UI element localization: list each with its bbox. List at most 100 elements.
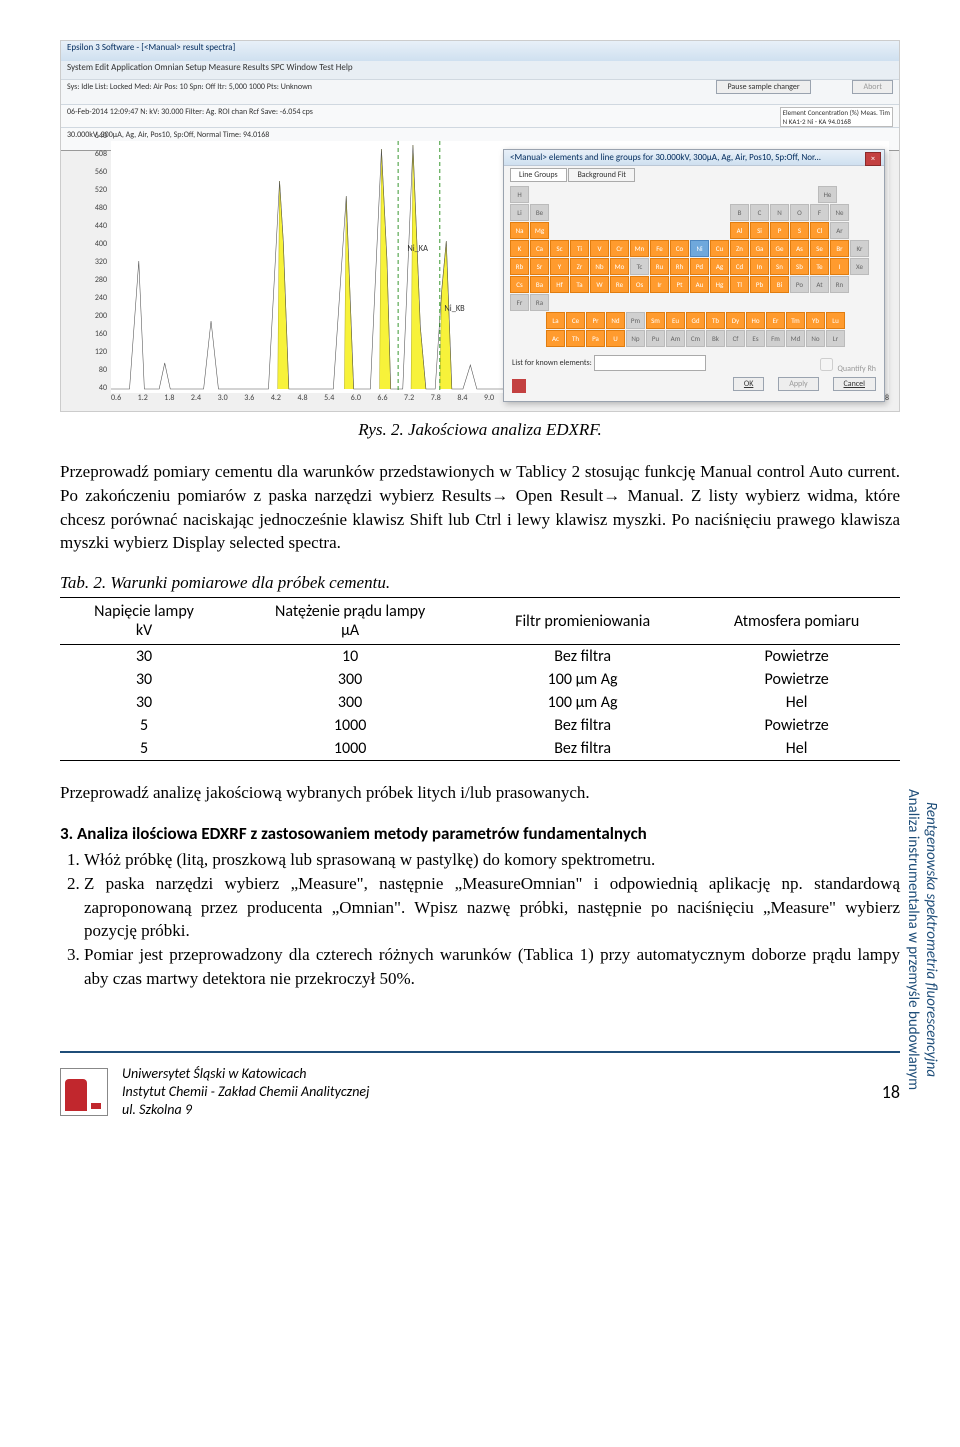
element-Xe[interactable]: Xe xyxy=(850,258,869,275)
element-W[interactable]: W xyxy=(590,276,609,293)
element-C[interactable]: C xyxy=(750,204,769,221)
element-Kr[interactable]: Kr xyxy=(850,240,869,257)
element-Ni[interactable]: Ni xyxy=(690,240,709,257)
element-F[interactable]: F xyxy=(810,204,829,221)
element-He[interactable]: He xyxy=(818,186,837,203)
element-Tb[interactable]: Tb xyxy=(706,312,725,329)
element-Co[interactable]: Co xyxy=(670,240,689,257)
element-Lr[interactable]: Lr xyxy=(826,330,845,347)
element-Md[interactable]: Md xyxy=(786,330,805,347)
element-Mo[interactable]: Mo xyxy=(610,258,629,275)
element-Pa[interactable]: Pa xyxy=(586,330,605,347)
element-Eu[interactable]: Eu xyxy=(666,312,685,329)
element-Ba[interactable]: Ba xyxy=(530,276,549,293)
element-Ar[interactable]: Ar xyxy=(830,222,849,239)
element-Ge[interactable]: Ge xyxy=(770,240,789,257)
element-Sb[interactable]: Sb xyxy=(790,258,809,275)
element-S[interactable]: S xyxy=(790,222,809,239)
element-Al[interactable]: Al xyxy=(730,222,749,239)
element-Cd[interactable]: Cd xyxy=(730,258,749,275)
element-Re[interactable]: Re xyxy=(610,276,629,293)
element-Yb[interactable]: Yb xyxy=(806,312,825,329)
element-No[interactable]: No xyxy=(806,330,825,347)
tab-line-groups[interactable]: Line Groups xyxy=(510,168,567,182)
element-O[interactable]: O xyxy=(790,204,809,221)
element-Rb[interactable]: Rb xyxy=(510,258,529,275)
element-Ti[interactable]: Ti xyxy=(570,240,589,257)
element-Rh[interactable]: Rh xyxy=(670,258,689,275)
element-Ta[interactable]: Ta xyxy=(570,276,589,293)
element-Se[interactable]: Se xyxy=(810,240,829,257)
element-Ac[interactable]: Ac xyxy=(546,330,565,347)
element-Cr[interactable]: Cr xyxy=(610,240,629,257)
element-Ce[interactable]: Ce xyxy=(566,312,585,329)
element-U[interactable]: U xyxy=(606,330,625,347)
element-Er[interactable]: Er xyxy=(766,312,785,329)
element-Ru[interactable]: Ru xyxy=(650,258,669,275)
element-Cf[interactable]: Cf xyxy=(726,330,745,347)
element-K[interactable]: K xyxy=(510,240,529,257)
element-Cu[interactable]: Cu xyxy=(710,240,729,257)
element-Ne[interactable]: Ne xyxy=(830,204,849,221)
close-icon[interactable]: × xyxy=(865,152,881,166)
element-Cs[interactable]: Cs xyxy=(510,276,529,293)
element-Gd[interactable]: Gd xyxy=(686,312,705,329)
element-I[interactable]: I xyxy=(830,258,849,275)
element-Hg[interactable]: Hg xyxy=(710,276,729,293)
pause-button[interactable]: Pause sample changer xyxy=(716,80,810,94)
element-V[interactable]: V xyxy=(590,240,609,257)
element-Na[interactable]: Na xyxy=(510,222,529,239)
element-P[interactable]: P xyxy=(770,222,789,239)
cancel-button[interactable]: Cancel xyxy=(833,377,877,391)
element-Y[interactable]: Y xyxy=(550,258,569,275)
element-Zn[interactable]: Zn xyxy=(730,240,749,257)
element-Pd[interactable]: Pd xyxy=(690,258,709,275)
abort-button[interactable]: Abort xyxy=(852,80,893,94)
element-Mn[interactable]: Mn xyxy=(630,240,649,257)
element-Sm[interactable]: Sm xyxy=(646,312,665,329)
element-Cl[interactable]: Cl xyxy=(810,222,829,239)
ok-button[interactable]: OK xyxy=(733,377,764,391)
element-Ra[interactable]: Ra xyxy=(530,294,549,311)
element-Si[interactable]: Si xyxy=(750,222,769,239)
element-Fm[interactable]: Fm xyxy=(766,330,785,347)
element-Es[interactable]: Es xyxy=(746,330,765,347)
element-Pb[interactable]: Pb xyxy=(750,276,769,293)
element-Rn[interactable]: Rn xyxy=(830,276,849,293)
element-Pm[interactable]: Pm xyxy=(626,312,645,329)
element-Sr[interactable]: Sr xyxy=(530,258,549,275)
element-Au[interactable]: Au xyxy=(690,276,709,293)
element-Po[interactable]: Po xyxy=(790,276,809,293)
element-Cm[interactable]: Cm xyxy=(686,330,705,347)
element-Pr[interactable]: Pr xyxy=(586,312,605,329)
element-La[interactable]: La xyxy=(546,312,565,329)
element-As[interactable]: As xyxy=(790,240,809,257)
element-Hf[interactable]: Hf xyxy=(550,276,569,293)
element-Be[interactable]: Be xyxy=(530,204,549,221)
element-Dy[interactable]: Dy xyxy=(726,312,745,329)
element-Tc[interactable]: Tc xyxy=(630,258,649,275)
element-Pu[interactable]: Pu xyxy=(646,330,665,347)
element-Sn[interactable]: Sn xyxy=(770,258,789,275)
element-Nb[interactable]: Nb xyxy=(590,258,609,275)
element-H[interactable]: H xyxy=(510,186,529,203)
element-Os[interactable]: Os xyxy=(630,276,649,293)
help-icon[interactable] xyxy=(512,379,526,393)
element-B[interactable]: B xyxy=(730,204,749,221)
tab-background-fit[interactable]: Background Fit xyxy=(568,168,634,182)
element-Fr[interactable]: Fr xyxy=(510,294,529,311)
element-In[interactable]: In xyxy=(750,258,769,275)
element-Th[interactable]: Th xyxy=(566,330,585,347)
element-Nd[interactable]: Nd xyxy=(606,312,625,329)
element-Am[interactable]: Am xyxy=(666,330,685,347)
element-Li[interactable]: Li xyxy=(510,204,529,221)
element-Br[interactable]: Br xyxy=(830,240,849,257)
element-Bi[interactable]: Bi xyxy=(770,276,789,293)
element-Pt[interactable]: Pt xyxy=(670,276,689,293)
element-Mg[interactable]: Mg xyxy=(530,222,549,239)
element-Lu[interactable]: Lu xyxy=(826,312,845,329)
element-Tm[interactable]: Tm xyxy=(786,312,805,329)
element-Zr[interactable]: Zr xyxy=(570,258,589,275)
element-Te[interactable]: Te xyxy=(810,258,829,275)
element-At[interactable]: At xyxy=(810,276,829,293)
